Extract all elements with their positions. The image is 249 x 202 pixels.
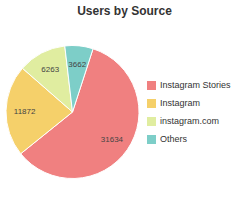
data-label: 6263 xyxy=(41,65,59,74)
data-labels: 31634 11872 6263 3662 xyxy=(14,60,124,144)
legend-swatch xyxy=(147,117,156,126)
legend-label: Others xyxy=(160,134,188,144)
pie xyxy=(6,46,139,179)
legend-label: Instagram Stories xyxy=(160,80,231,90)
legend-item: Instagram Stories xyxy=(147,80,231,90)
legend-label: instagram.com xyxy=(160,116,219,126)
pie-slice xyxy=(22,46,72,112)
legend-item: instagram.com xyxy=(147,116,219,126)
legend-swatch xyxy=(147,135,156,144)
data-label: 3662 xyxy=(68,60,86,69)
title: Users by Source xyxy=(77,4,172,18)
legend-item: Others xyxy=(147,134,188,144)
legend-label: Instagram xyxy=(160,98,200,108)
data-label: 11872 xyxy=(14,107,36,116)
legend-swatch xyxy=(147,99,156,108)
legend-item: Instagram xyxy=(147,98,200,108)
legend-swatch xyxy=(147,81,156,90)
pie-slice xyxy=(65,46,93,112)
data-label: 31634 xyxy=(101,135,124,144)
chart: Users by Source 31634 11872 6263 3662 Instagr… xyxy=(0,0,249,202)
legend: Instagram Stories Instagram instagram.com O… xyxy=(147,80,231,144)
